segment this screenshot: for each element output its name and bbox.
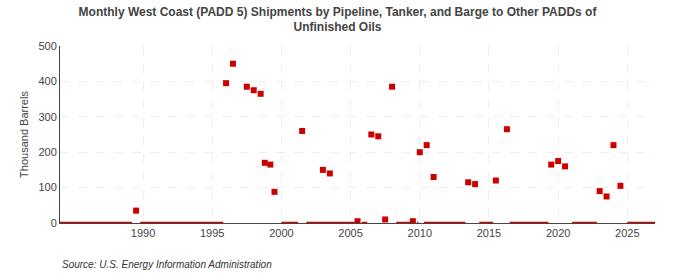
svg-text:2025: 2025: [615, 227, 639, 239]
svg-text:Monthly West Coast (PADD 5) Sh: Monthly West Coast (PADD 5) Shipments by…: [79, 5, 598, 35]
svg-text:1990: 1990: [131, 227, 155, 239]
svg-text:500: 500: [38, 40, 56, 52]
svg-text:2005: 2005: [338, 227, 362, 239]
svg-text:Thousand Barrels: Thousand Barrels: [18, 91, 30, 178]
svg-text:2015: 2015: [477, 227, 501, 239]
svg-text:Source: U.S. Energy Informatio: Source: U.S. Energy Information Administ…: [62, 259, 272, 270]
svg-text:400: 400: [38, 75, 56, 87]
svg-text:2010: 2010: [408, 227, 432, 239]
svg-text:2020: 2020: [546, 227, 570, 239]
svg-text:0: 0: [51, 217, 57, 229]
svg-text:1995: 1995: [200, 227, 224, 239]
svg-text:2000: 2000: [269, 227, 293, 239]
svg-text:300: 300: [38, 111, 56, 123]
svg-text:200: 200: [38, 146, 56, 158]
svg-text:100: 100: [38, 181, 56, 193]
